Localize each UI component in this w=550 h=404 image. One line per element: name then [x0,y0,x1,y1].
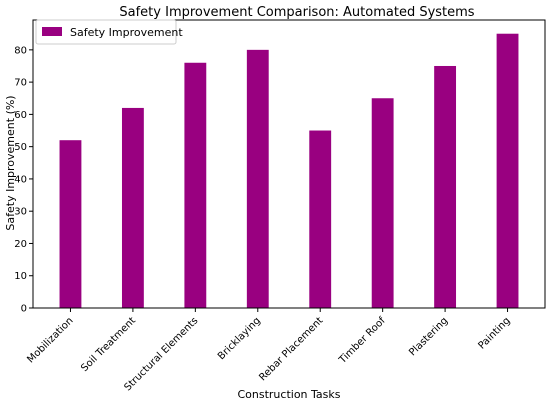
bar-2 [184,62,207,308]
y-tick-label-5: 50 [14,142,27,153]
bar-7 [496,33,519,308]
bar-3 [246,49,269,308]
legend: Safety Improvement [35,19,183,45]
y-tick-label-4: 40 [14,174,27,185]
bar-4 [309,130,332,308]
x-tick-label-1: Soil Treatment [79,315,138,374]
y-tick-label-0: 0 [21,304,27,315]
chart-title: Safety Improvement Comparison: Automated… [119,5,474,20]
y-tick-label-8: 80 [14,45,27,56]
y-tick-label-7: 70 [14,78,27,89]
bar-0 [59,140,82,308]
y-axis-label: Safety Improvement (%) [4,95,17,230]
x-tick-label-6: Plastering [407,315,450,358]
y-tick-label-3: 30 [14,207,27,218]
x-tick-label-5: Timber Roof [337,315,389,367]
x-tick-label-2: Structural Elements [122,315,200,393]
x-tick-label-0: Mobilization [25,315,75,365]
y-tick-label-2: 20 [14,239,27,250]
y-tick-label-6: 60 [14,110,27,121]
y-tick-label-1: 10 [14,271,27,282]
bar-1 [121,107,144,308]
plot-area: 0 10 20 30 40 50 60 70 80 Mobilization Soil Treatm… [14,19,546,393]
x-tick-label-4: Rebar Placement [257,315,325,383]
legend-box [35,19,177,45]
legend-label: Safety Improvement [70,26,183,39]
legend-swatch [42,27,62,36]
bar-5 [371,98,394,308]
x-tick-label-7: Painting [476,315,512,351]
x-tick-label-3: Bricklaying [216,315,263,362]
plot-frame [32,19,546,309]
bar-6 [434,65,457,309]
x-axis-label: Construction Tasks [237,388,340,401]
